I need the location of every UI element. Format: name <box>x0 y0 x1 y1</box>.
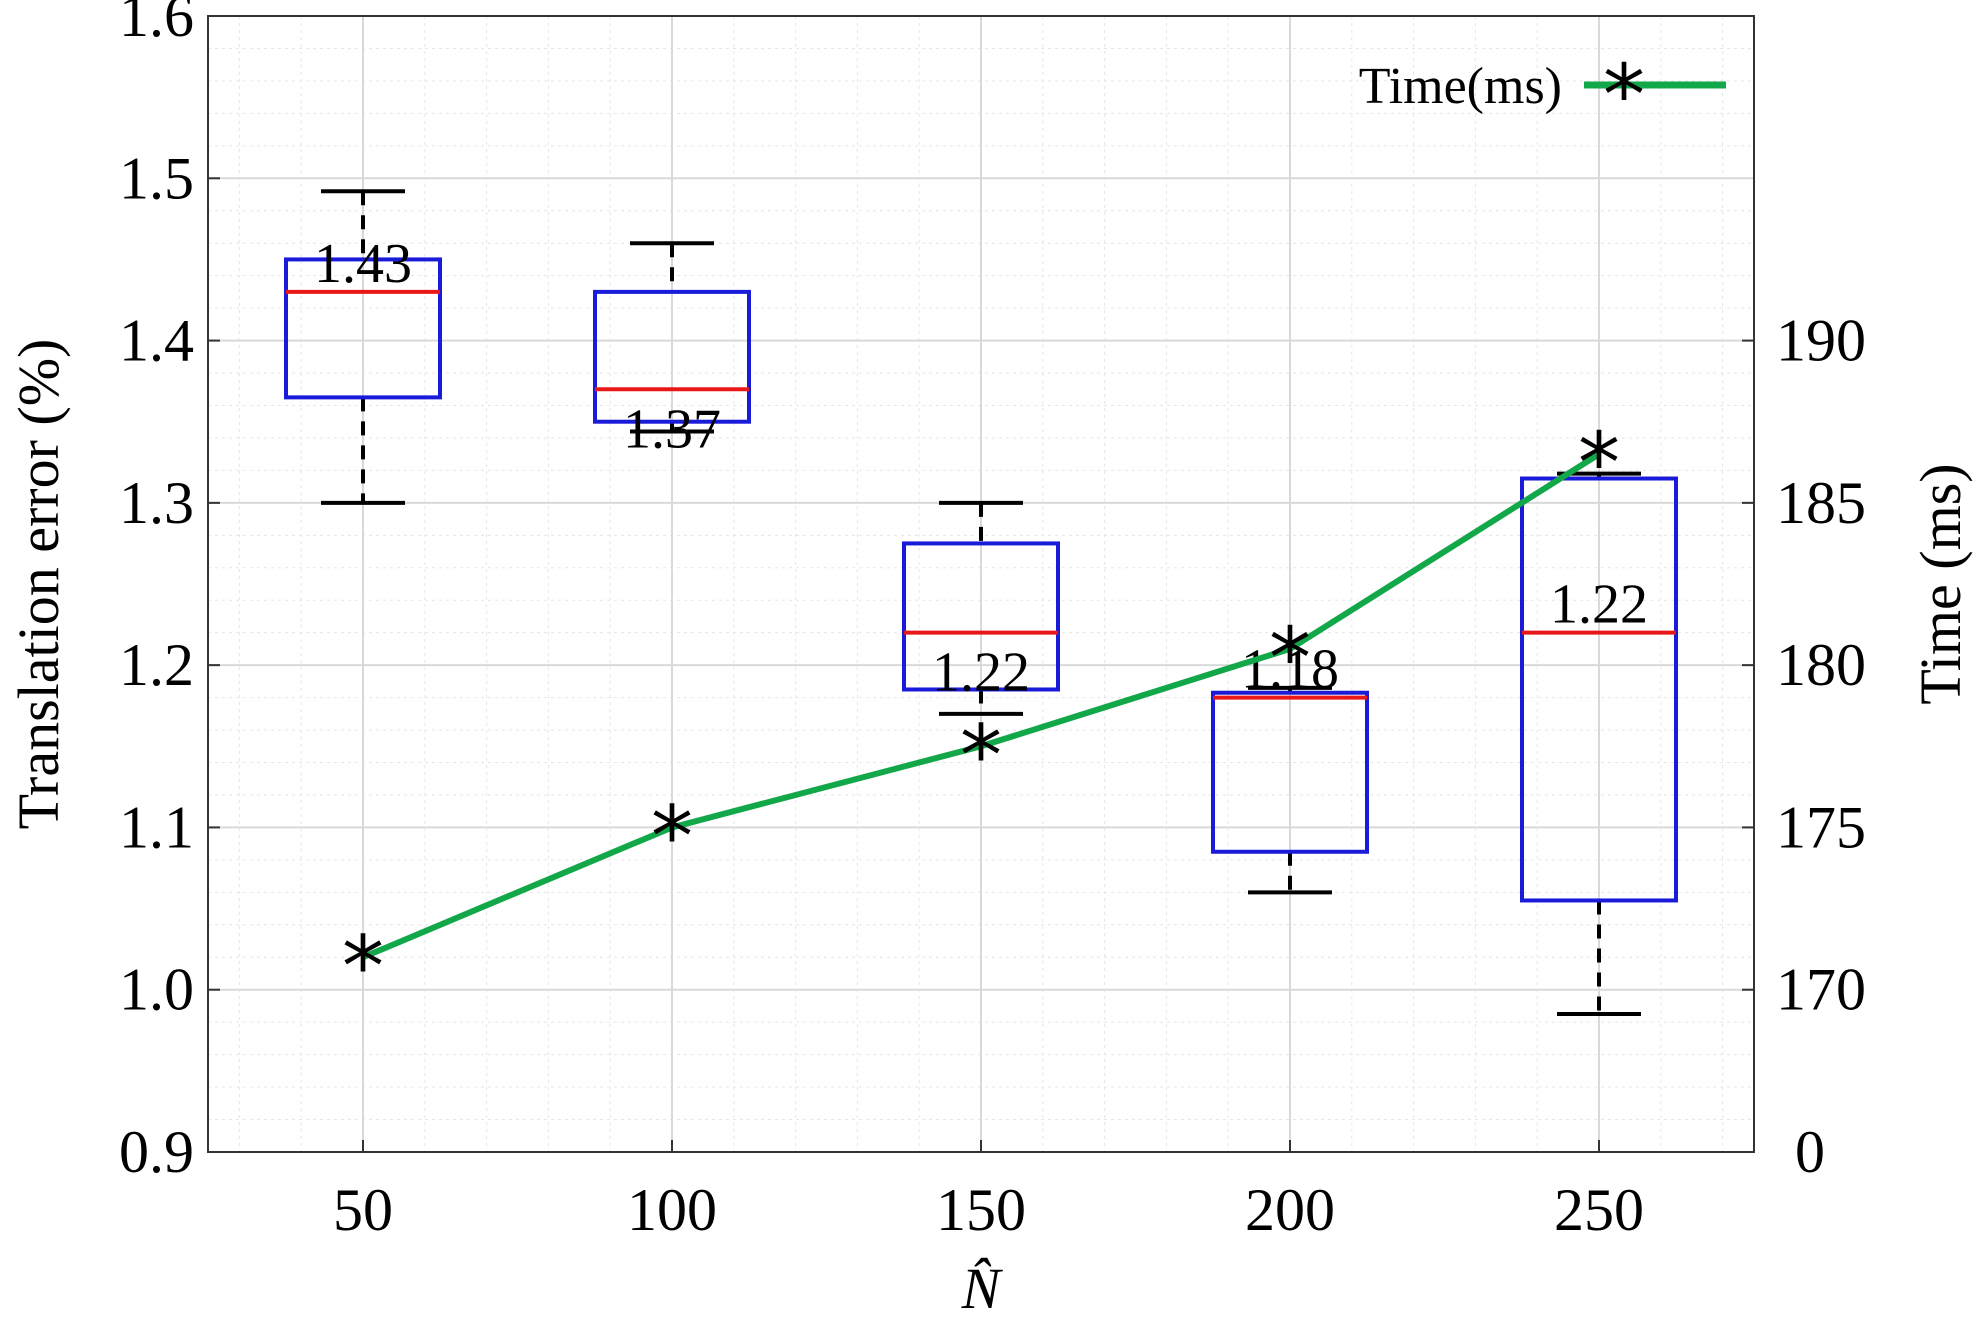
median-label: 1.22 <box>1550 574 1648 636</box>
x-tick-label: 100 <box>627 1177 717 1243</box>
x-axis-label: N̂ <box>961 1256 1004 1321</box>
y-tick-label-left: 1.4 <box>119 308 194 374</box>
y-tick-label-right: 170 <box>1776 957 1866 1023</box>
box <box>1211 690 1369 854</box>
median-label: 1.22 <box>932 642 1030 704</box>
x-tick-label: 150 <box>936 1177 1026 1243</box>
y-tick-label-left: 0.9 <box>119 1119 194 1185</box>
y-tick-label-left: 1.1 <box>119 794 194 860</box>
time-marker: * <box>1269 609 1311 707</box>
y-axis-label-right: Time (ms) <box>1908 463 1973 704</box>
y-tick-label-right: 190 <box>1776 308 1866 374</box>
x-tick-label: 200 <box>1245 1177 1335 1243</box>
grid <box>208 15 1754 1153</box>
y-axis-label-left: Translation error (%) <box>6 339 71 830</box>
time-series: * * * * * <box>342 414 1620 1015</box>
axis-ticks: 0.9 1.0 1.1 1.2 1.3 1.4 1.5 1.6 0 170 175 180 185 190… <box>119 0 1866 1243</box>
y-tick-label-left: 1.6 <box>119 0 194 49</box>
time-marker: * <box>651 787 693 885</box>
legend-marker-swatch: * <box>1603 46 1645 144</box>
box <box>593 289 751 424</box>
box-series: 1.431.371.22 1.181.22 <box>284 189 1678 1017</box>
x-tick-label: 50 <box>333 1177 393 1243</box>
y-tick-label-left: 1.0 <box>119 957 194 1023</box>
y-tick-label-right: 0 <box>1795 1119 1825 1185</box>
legend-label: Time(ms) <box>1359 58 1562 115</box>
y-tick-label-left: 1.5 <box>119 145 194 211</box>
box <box>284 257 442 400</box>
y-tick-label-right: 175 <box>1776 794 1866 860</box>
y-tick-label-right: 185 <box>1776 470 1866 536</box>
time-marker: * <box>960 706 1002 804</box>
x-tick-label: 250 <box>1554 1177 1644 1243</box>
median-label: 1.43 <box>314 233 412 295</box>
legend: Time(ms) * <box>1359 46 1726 144</box>
y-tick-label-right: 180 <box>1776 632 1866 698</box>
box <box>902 541 1060 692</box>
y-tick-label-left: 1.2 <box>119 632 194 698</box>
time-marker: * <box>342 917 384 1015</box>
time-marker: * <box>1578 414 1620 512</box>
box <box>1520 476 1678 903</box>
y-tick-label-left: 1.3 <box>119 470 194 536</box>
median-label: 1.37 <box>623 398 721 460</box>
time-line <box>361 451 1601 961</box>
